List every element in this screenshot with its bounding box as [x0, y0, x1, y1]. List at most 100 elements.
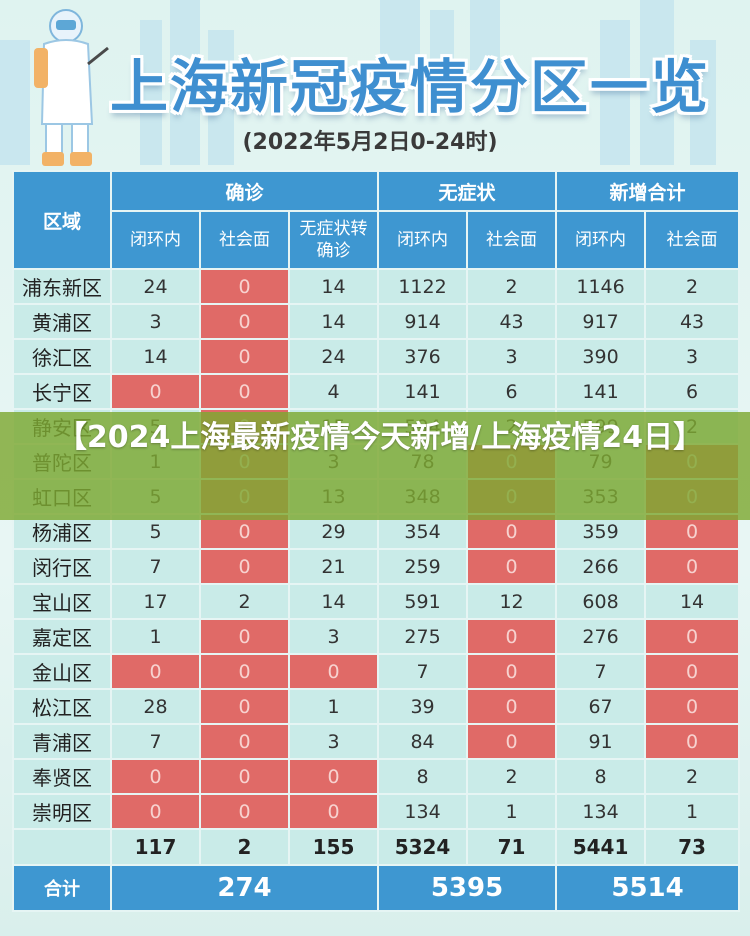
district-row: 宝山区 17 2 14 591 12 608 14 [12, 583, 741, 620]
value-cell: 2 [199, 583, 290, 620]
subheader-community: 社会面 [644, 210, 741, 270]
sum-label-cell [12, 828, 112, 866]
value-cell: 917 [555, 303, 647, 340]
sum-cell: 71 [466, 828, 558, 866]
health-worker-illustration [30, 4, 110, 169]
total-asymptomatic: 5395 [377, 864, 558, 912]
value-cell: 2 [466, 758, 558, 795]
district-name: 闵行区 [12, 548, 112, 585]
district-row: 松江区 28 0 1 39 0 67 0 [12, 688, 741, 725]
value-cell: 0 [466, 548, 558, 585]
value-cell: 0 [110, 758, 201, 795]
sum-cell: 5324 [377, 828, 469, 866]
value-cell: 21 [287, 548, 380, 585]
value-cell: 141 [555, 373, 647, 410]
value-cell: 134 [377, 793, 469, 830]
value-cell: 0 [287, 758, 380, 795]
value-cell: 84 [377, 723, 469, 760]
value-cell: 914 [377, 303, 469, 340]
value-cell: 0 [466, 618, 558, 655]
district-name: 崇明区 [12, 793, 112, 830]
value-cell: 2 [644, 268, 741, 305]
district-row: 崇明区 0 0 0 134 1 134 1 [12, 793, 741, 830]
header-new-total: 新增合计 [555, 170, 741, 212]
district-name: 金山区 [12, 653, 112, 690]
date-subtitle: (2022年5月2日0-24时) [242, 130, 498, 155]
overlay-banner-text: 【2024上海最新疫情今天新增/上海疫情24日】 [56, 420, 704, 455]
value-cell: 17 [110, 583, 201, 620]
district-name: 浦东新区 [12, 268, 112, 305]
value-cell: 0 [199, 268, 290, 305]
value-cell: 14 [287, 303, 380, 340]
subheader-community: 社会面 [199, 210, 290, 270]
value-cell: 0 [644, 688, 741, 725]
value-cell: 1122 [377, 268, 469, 305]
value-cell: 6 [644, 373, 741, 410]
column-sum-row: 117 2 155 5324 71 5441 73 [12, 828, 741, 866]
value-cell: 67 [555, 688, 647, 725]
district-row: 青浦区 7 0 3 84 0 91 0 [12, 723, 741, 760]
value-cell: 0 [110, 373, 201, 410]
value-cell: 0 [199, 548, 290, 585]
value-cell: 591 [377, 583, 469, 620]
value-cell: 608 [555, 583, 647, 620]
value-cell: 3 [287, 723, 380, 760]
value-cell: 0 [466, 723, 558, 760]
value-cell: 24 [287, 338, 380, 375]
value-cell: 376 [377, 338, 469, 375]
total-label: 合计 [12, 864, 112, 912]
value-cell: 12 [466, 583, 558, 620]
value-cell: 7 [110, 548, 201, 585]
value-cell: 2 [466, 268, 558, 305]
value-cell: 8 [377, 758, 469, 795]
city-skyline-background [0, 0, 750, 165]
value-cell: 0 [199, 758, 290, 795]
value-cell: 1 [644, 793, 741, 830]
header-confirmed: 确诊 [109, 170, 380, 212]
value-cell: 0 [644, 723, 741, 760]
subheader-closed-loop: 闭环内 [377, 210, 469, 270]
value-cell: 24 [110, 268, 201, 305]
value-cell: 2 [644, 758, 741, 795]
district-name: 松江区 [12, 688, 112, 725]
value-cell: 0 [644, 548, 741, 585]
overlay-banner [0, 412, 750, 520]
value-cell: 0 [466, 688, 558, 725]
subheader-closed-loop: 闭环内 [110, 210, 201, 270]
value-cell: 43 [644, 303, 741, 340]
sum-cell: 2 [199, 828, 290, 866]
value-cell: 275 [377, 618, 469, 655]
sum-cell: 73 [644, 828, 741, 866]
value-cell: 14 [287, 583, 380, 620]
district-row: 长宁区 0 0 4 141 6 141 6 [12, 373, 741, 410]
value-cell: 3 [110, 303, 201, 340]
value-cell: 1 [110, 618, 201, 655]
district-name: 嘉定区 [12, 618, 112, 655]
value-cell: 91 [555, 723, 647, 760]
value-cell: 14 [110, 338, 201, 375]
value-cell: 0 [199, 793, 290, 830]
value-cell: 0 [199, 653, 290, 690]
page-title: 上海新冠疫情分区一览 [110, 53, 711, 121]
value-cell: 3 [287, 618, 380, 655]
value-cell: 7 [377, 653, 469, 690]
value-cell: 1 [466, 793, 558, 830]
district-name: 徐汇区 [12, 338, 112, 375]
district-name: 奉贤区 [12, 758, 112, 795]
district-name: 青浦区 [12, 723, 112, 760]
value-cell: 0 [110, 653, 201, 690]
value-cell: 39 [377, 688, 469, 725]
sum-cell: 117 [110, 828, 201, 866]
value-cell: 1 [287, 688, 380, 725]
total-new: 5514 [555, 864, 741, 912]
district-row: 黄浦区 3 0 14 914 43 917 43 [12, 303, 741, 340]
value-cell: 28 [110, 688, 201, 725]
district-row: 金山区 0 0 0 7 0 7 0 [12, 653, 741, 690]
value-cell: 134 [555, 793, 647, 830]
value-cell: 7 [555, 653, 647, 690]
district-row: 浦东新区 24 0 14 1122 2 1146 2 [12, 268, 741, 305]
district-row: 奉贤区 0 0 0 8 2 8 2 [12, 758, 741, 795]
value-cell: 266 [555, 548, 647, 585]
value-cell: 6 [466, 373, 558, 410]
value-cell: 0 [199, 303, 290, 340]
